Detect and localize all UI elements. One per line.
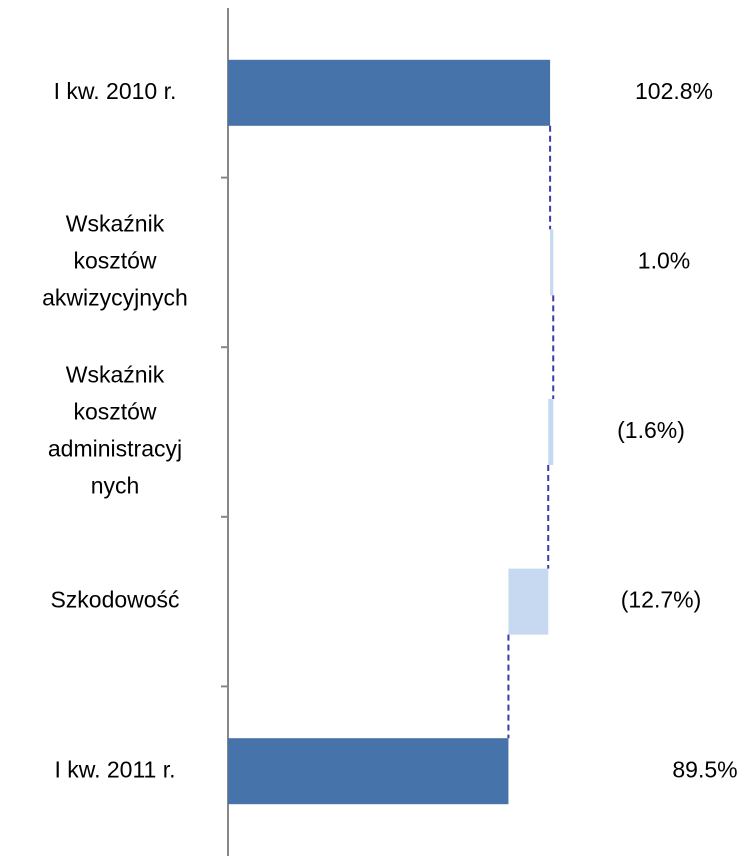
value-label: (1.6%) — [617, 417, 685, 443]
bar — [228, 59, 551, 126]
value-label: 89.5% — [672, 756, 737, 782]
value-label: 1.0% — [638, 247, 690, 273]
category-label: kosztów — [73, 247, 156, 273]
category-label: kosztów — [73, 399, 156, 425]
bar — [228, 738, 509, 805]
category-label: administracyj — [48, 436, 182, 462]
category-label: Szkodowość — [50, 587, 179, 613]
category-label: Wskaźnik — [66, 362, 165, 388]
bar — [550, 229, 554, 296]
bar — [548, 399, 554, 465]
category-label: akwizycyjnych — [42, 284, 188, 310]
category-label: I kw. 2011 r. — [54, 756, 175, 782]
category-label: I kw. 2010 r. — [54, 78, 177, 104]
value-label: (12.7%) — [621, 587, 702, 613]
bar — [508, 568, 549, 635]
category-label: nych — [91, 473, 140, 499]
category-label: Wskaźnik — [66, 210, 165, 236]
value-label: 102.8% — [635, 78, 713, 104]
